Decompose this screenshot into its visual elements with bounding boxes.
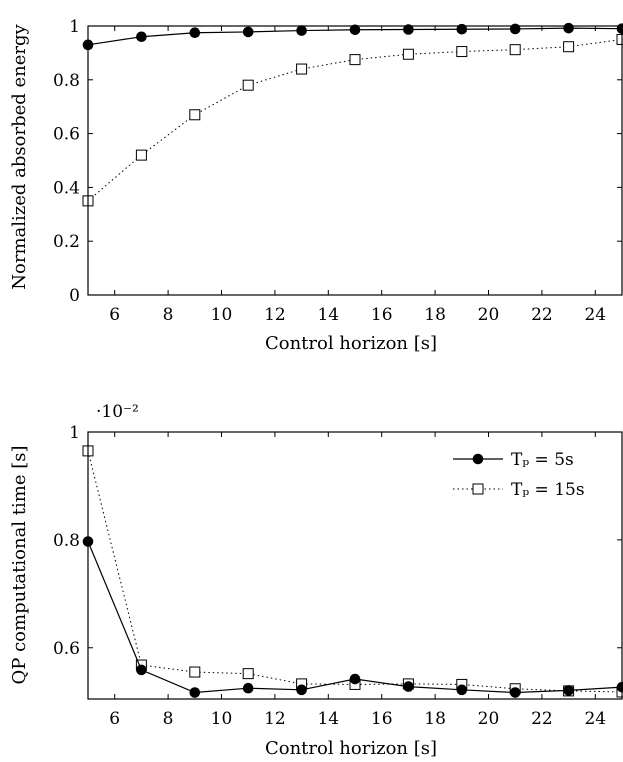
legend-marker-tp5 [472, 453, 484, 465]
energy-chart-point-1 [135, 149, 147, 161]
qp-time-chart-x-tick-label: 22 [531, 709, 553, 729]
energy-chart-point-1 [509, 44, 521, 56]
qp-time-chart: 6 8 10 12 14 16 18 20 22 24 0.6 0.8 1 Control horizo… [9, 402, 623, 759]
energy-chart-x-tick-label: 18 [424, 305, 446, 325]
qp-time-chart-x-tick-label: 20 [478, 709, 500, 729]
qp-time-chart-x-tick-label: 12 [264, 709, 286, 729]
energy-chart-point-1 [296, 63, 308, 75]
qp-time-chart-frame [87, 431, 623, 700]
qp-time-chart-point-1 [242, 668, 254, 680]
legend-label-tp5: Tₚ = 5s [511, 450, 574, 470]
energy-chart-y-tick-label: 0.6 [53, 125, 80, 145]
qp-time-chart-x-tick-label: 24 [584, 709, 606, 729]
qp-time-chart-x-tick-label: 18 [424, 709, 446, 729]
energy-chart-y-tick-label: 0.8 [53, 71, 80, 91]
qp-time-chart-x-tick-label: 14 [317, 709, 339, 729]
energy-chart-series-line-1 [87, 38, 623, 202]
qp-time-chart-x-tick-label: 6 [109, 709, 120, 729]
energy-chart-x-tick-label: 16 [371, 305, 393, 325]
legend-label-tp15: Tₚ = 15s [511, 480, 585, 500]
qp-time-chart-y-tick-label: 0.6 [53, 639, 80, 659]
energy-chart-point-1 [189, 109, 201, 121]
energy-chart-x-tick-label: 12 [264, 305, 286, 325]
energy-chart-y-tick-label: 0.2 [53, 232, 80, 252]
energy-chart-x-tick-label: 22 [531, 305, 553, 325]
qp-time-chart-point-0 [296, 684, 307, 696]
qp-time-chart-scale-note: ·10⁻² [96, 402, 139, 422]
energy-chart-x-tick-label: 20 [478, 305, 500, 325]
qp-time-chart-point-0 [456, 684, 468, 696]
energy-chart-point-1 [563, 41, 575, 53]
energy-chart-y-tick-label: 0.4 [53, 178, 80, 198]
energy-chart-point-1 [349, 54, 361, 66]
qp-time-chart-point-0 [189, 687, 201, 698]
qp-time-chart-point-0 [349, 673, 361, 685]
energy-chart-y-axis-label: Normalized absorbed energy [9, 23, 30, 289]
qp-time-chart-x-tick-label: 10 [211, 709, 233, 729]
energy-chart-point-0 [136, 31, 147, 43]
energy-chart: 6 8 10 12 14 16 18 20 22 24 0 0.2 0.4 0.6 0.8 1 Control… [9, 17, 623, 354]
legend-entry-tp15: Tₚ = 15s [453, 480, 585, 500]
qp-time-chart-series-line-0 [87, 541, 623, 694]
qp-time-chart-point-1 [189, 666, 201, 678]
qp-time-chart-point-0 [136, 664, 147, 676]
energy-chart-point-0 [509, 23, 521, 35]
energy-chart-x-tick-label: 24 [584, 305, 606, 325]
energy-chart-point-0 [242, 26, 254, 38]
energy-chart-x-tick-label: 8 [163, 305, 174, 325]
energy-chart-x-axis-label: Control horizon [s] [265, 333, 437, 354]
energy-chart-point-0 [563, 22, 574, 34]
energy-chart-x-tick-label: 10 [211, 305, 233, 325]
energy-chart-x-tick-label: 6 [109, 305, 120, 325]
qp-time-chart-x-tick-label: 16 [371, 709, 393, 729]
qp-time-chart-x-axis-label: Control horizon [s] [265, 738, 437, 759]
legend-box [438, 440, 618, 507]
qp-time-chart-series-line-1 [87, 450, 623, 693]
energy-chart-ticks: 6 8 10 12 14 16 18 20 22 24 0 0.2 0.4 0.6 0.8 1 [53, 17, 622, 325]
qp-time-chart-x-tick-label: 8 [163, 709, 174, 729]
energy-chart-point-1 [456, 46, 468, 58]
energy-chart-point-1 [242, 79, 254, 91]
qp-time-chart-y-axis-label: QP computational time [s] [9, 445, 30, 684]
energy-chart-frame [87, 25, 623, 296]
qp-time-chart-ticks: 6 8 10 12 14 16 18 20 22 24 0.6 0.8 1 [53, 423, 622, 729]
qp-time-chart-point-0 [242, 682, 254, 694]
energy-chart-x-tick-label: 14 [317, 305, 339, 325]
energy-chart-point-0 [349, 24, 361, 36]
legend-marker-tp15 [472, 483, 484, 495]
qp-time-chart-point-0 [563, 685, 574, 696]
energy-chart-point-0 [296, 25, 307, 36]
qp-time-chart-point-0 [403, 681, 414, 692]
qp-time-chart-y-tick-label: 1 [69, 423, 80, 443]
energy-chart-point-0 [403, 24, 414, 35]
energy-chart-point-1 [402, 48, 414, 60]
energy-chart-y-tick-label: 0 [69, 286, 80, 306]
qp-time-chart-point-0 [509, 687, 521, 698]
energy-chart-y-tick-label: 1 [69, 17, 80, 37]
legend-entry-tp5: Tₚ = 5s [453, 450, 574, 470]
energy-chart-series [82, 22, 623, 207]
energy-chart-point-0 [189, 27, 201, 39]
qp-time-chart-legend: Tₚ = 5s Tₚ = 15s [438, 440, 618, 507]
qp-time-chart-y-tick-label: 0.8 [53, 531, 80, 551]
